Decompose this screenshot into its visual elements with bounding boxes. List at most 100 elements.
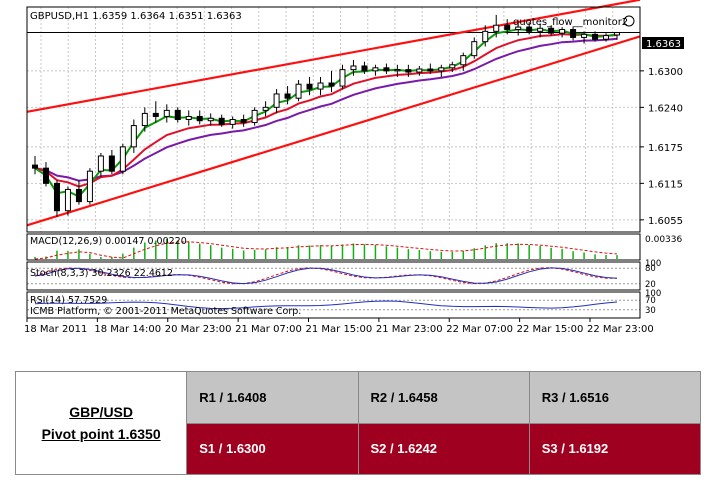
candle-body [317,82,324,90]
candle-body [372,67,379,72]
x-tick-label: 21 Mar 15:00 [306,324,373,335]
pivot-table: GBP/USD Pivot point 1.6350 R1 / 1.6408 R… [14,371,702,475]
candle-body [64,188,71,212]
candle-body [394,69,401,72]
pivot-point: Pivot point 1.6350 [41,426,161,442]
candle-body [218,117,225,125]
y-tick-label: 1.6055 [648,216,683,227]
candle-body [119,146,126,172]
x-tick-label: 20 Mar 23:00 [165,324,232,335]
candle-body [196,115,203,122]
candle-body [449,64,456,69]
current-price-box [642,37,684,49]
rsi-line [34,300,618,310]
candle-body [185,115,192,120]
candle-body [42,167,49,184]
stoch-pane-frame [26,261,641,291]
main-pane-frame [26,6,641,233]
support-row: S1 / 1.6300 S2 / 1.6242 S3 / 1.6192 [16,422,702,475]
candle-body [262,106,269,111]
candle-body [53,182,60,212]
pane-frames [26,6,641,319]
candle-body [229,119,236,125]
candle-body [504,24,511,30]
candle-body [471,41,478,57]
rsi-tick-label: 100 [645,289,661,299]
x-tick-label: 22 Mar 23:00 [587,324,654,335]
support-1: S1 / 1.6300 [186,422,359,475]
current-price-label: 1.6363 [646,39,681,50]
candle-body [339,69,346,87]
candle-body [383,67,390,72]
candle-body [251,109,258,124]
y-tick-label: 1.6240 [648,103,683,114]
channel-lower-line [26,35,641,227]
resistance-1: R1 / 1.6408 [186,371,359,424]
channel-upper-line [26,0,641,113]
candle-body [152,112,159,117]
candle-body [416,68,423,73]
candle-body [273,93,280,108]
candle-body [537,27,544,32]
candle-body [108,155,115,172]
x-axis-ticks: 18 Mar 2011 18 Mar 14:00 20 Mar 23:00 21 Ma… [24,318,654,335]
candle-body [32,164,38,169]
candle-body [570,29,577,38]
candle-body [207,117,214,122]
pair-name: GBP/USD [69,404,134,420]
chart-watermark: quotes_flow__monitor2 [513,17,628,28]
ma-slow-line [34,37,618,182]
x-tick-label: 18 Mar 14:00 [94,324,161,335]
ma-mid-line [34,33,618,188]
candle-body [592,33,599,40]
candle-body [240,119,247,124]
x-tick-label: 18 Mar 2011 [24,324,87,335]
candle-body [86,170,93,203]
x-tick-label: 22 Mar 15:00 [517,324,584,335]
y-tick-label: 1.6175 [648,143,683,154]
candle-body [427,68,434,72]
candle-body [581,33,588,38]
candle-body [163,109,170,117]
candle-body [141,112,148,127]
rsi-pane-frame [26,291,641,319]
stoch-tick-label: 20 [645,280,656,290]
rsi-label: RSI(14) 57.7529 [30,295,107,306]
candle-body [460,55,467,66]
stoch-signal-line [34,267,617,285]
resistance-2: R2 / 1.6458 [357,371,530,424]
candle-body [603,35,610,40]
candle-body [482,30,489,43]
candle-body [614,32,621,36]
x-tick-label: 22 Mar 07:00 [446,324,513,335]
x-tick-label: 21 Mar 23:00 [376,324,443,335]
candle-body [515,26,522,31]
candle-body [130,125,137,148]
candle-body [306,83,313,90]
support-2: S2 / 1.6242 [357,422,530,475]
candle-body [559,29,566,34]
macd-tick: 0.00336 [645,235,682,245]
macd-label: MACD(12,26,9) 0.00147 0.00220 [30,236,187,247]
price-chart: GBPUSD,H1 1.6359 1.6364 1.6351 1.6363 qu… [24,0,684,335]
candle-body [174,109,181,121]
watermark-icon [623,15,635,27]
support-3: S3 / 1.6192 [528,422,702,475]
candle-body [328,82,335,87]
resistance-row: GBP/USD Pivot point 1.6350 R1 / 1.6408 R… [14,371,702,475]
rsi-tick-label: 70 [645,296,656,306]
resistance-3: R3 / 1.6516 [528,371,702,424]
candle-body [493,24,500,32]
indicator-panes [27,239,640,311]
macd-signal-line [34,241,618,260]
rsi-tick-label: 30 [645,306,656,316]
candle-body [295,83,302,99]
stoch-label: Stoch(8,3,3) 30.2326 22.4612 [30,268,173,279]
copyright-text: ICMB Platform, © 2001-2011 MetaQuotes So… [30,306,301,317]
y-axis-ticks: 1.6300 1.6240 1.6175 1.6115 1.6055 [640,67,683,227]
candle-body [405,69,412,73]
y-tick-label: 1.6115 [648,179,683,190]
candles [32,14,621,217]
pair-cell: GBP/USD Pivot point 1.6350 [14,371,188,475]
